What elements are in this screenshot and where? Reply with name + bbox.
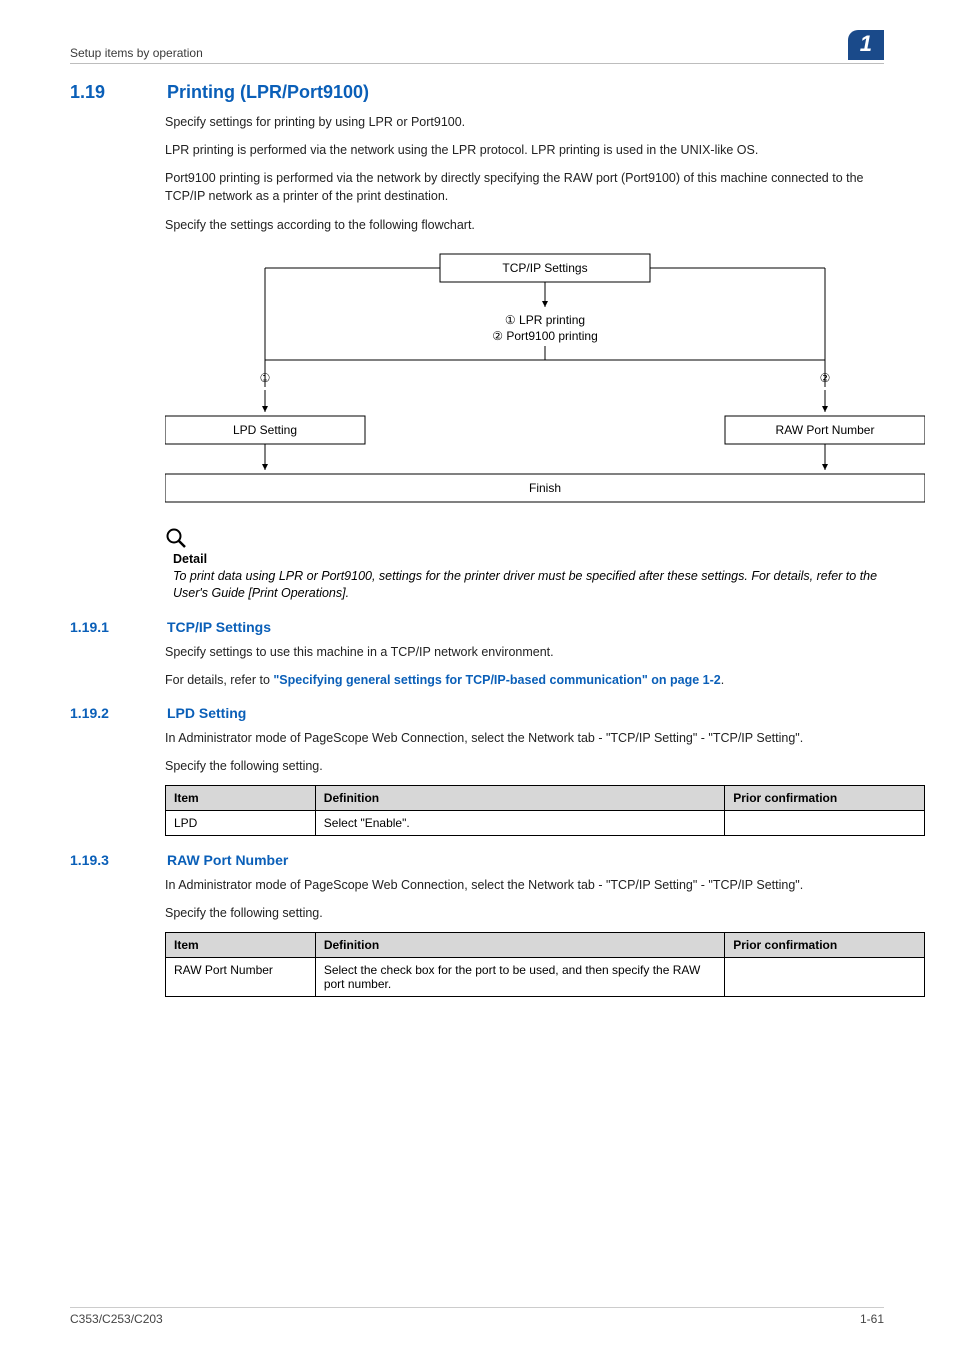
subsection-heading: 1.19.1 TCP/IP Settings xyxy=(70,619,884,635)
section-heading: 1.19 Printing (LPR/Port9100) xyxy=(70,82,884,103)
column-header-item: Item xyxy=(166,933,316,958)
paragraph: Port9100 printing is performed via the n… xyxy=(165,169,884,205)
lpd-setting-table: Item Definition Prior confirmation LPD S… xyxy=(165,785,925,836)
subsection-heading: 1.19.3 RAW Port Number xyxy=(70,852,884,868)
paragraph: Specify settings to use this machine in … xyxy=(165,643,884,661)
subsection-title: RAW Port Number xyxy=(167,852,288,868)
subsection-number: 1.19.2 xyxy=(70,705,145,721)
section-number: 1.19 xyxy=(70,82,145,103)
detail-note: Detail To print data using LPR or Port91… xyxy=(165,527,884,603)
page-footer: C353/C253/C203 1-61 xyxy=(70,1307,884,1326)
column-header-definition: Definition xyxy=(315,933,724,958)
subsection-heading: 1.19.2 LPD Setting xyxy=(70,705,884,721)
magnifier-icon xyxy=(165,527,187,549)
table-row: RAW Port Number Select the check box for… xyxy=(166,958,925,997)
section-body: Specify settings for printing by using L… xyxy=(165,113,884,234)
footer-page-number: 1-61 xyxy=(860,1312,884,1326)
paragraph: Specify the following setting. xyxy=(165,757,884,775)
header-breadcrumb: Setup items by operation xyxy=(70,46,203,60)
flow-top-box: TCP/IP Settings xyxy=(502,261,587,275)
paragraph: In Administrator mode of PageScope Web C… xyxy=(165,729,884,747)
flow-left-box: LPD Setting xyxy=(233,423,297,437)
cell-definition: Select "Enable". xyxy=(315,811,724,836)
paragraph: Specify the following setting. xyxy=(165,904,884,922)
cell-prior xyxy=(725,958,925,997)
subsection-body: Specify settings to use this machine in … xyxy=(165,643,884,689)
table-header-row: Item Definition Prior confirmation xyxy=(166,786,925,811)
flow-right-box: RAW Port Number xyxy=(776,423,875,437)
flow-branch-right-num: ② xyxy=(820,371,831,385)
cell-item: RAW Port Number xyxy=(166,958,316,997)
cell-item: LPD xyxy=(166,811,316,836)
footer-model: C353/C253/C203 xyxy=(70,1312,163,1326)
table-row: LPD Select "Enable". xyxy=(166,811,925,836)
paragraph: In Administrator mode of PageScope Web C… xyxy=(165,876,884,894)
flow-branch-left-num: ① xyxy=(260,371,271,385)
flow-mid-1: ① LPR printing xyxy=(505,313,585,327)
column-header-prior: Prior confirmation xyxy=(725,933,925,958)
subsection-title: TCP/IP Settings xyxy=(167,619,271,635)
subsection-number: 1.19.1 xyxy=(70,619,145,635)
detail-label: Detail xyxy=(173,552,884,566)
text-fragment: For details, refer to xyxy=(165,673,273,687)
column-header-item: Item xyxy=(166,786,316,811)
subsection-body: In Administrator mode of PageScope Web C… xyxy=(165,876,884,922)
paragraph: Specify settings for printing by using L… xyxy=(165,113,884,131)
column-header-prior: Prior confirmation xyxy=(725,786,925,811)
section-title: Printing (LPR/Port9100) xyxy=(167,82,369,103)
chapter-number: 1 xyxy=(848,30,884,60)
subsection-title: LPD Setting xyxy=(167,705,246,721)
flowchart: TCP/IP Settings ① LPR printing ② Port910… xyxy=(165,252,884,515)
detail-text: To print data using LPR or Port9100, set… xyxy=(173,568,884,603)
subsection-number: 1.19.3 xyxy=(70,852,145,868)
paragraph: LPR printing is performed via the networ… xyxy=(165,141,884,159)
paragraph: Specify the settings according to the fo… xyxy=(165,216,884,234)
cell-definition: Select the check box for the port to be … xyxy=(315,958,724,997)
text-fragment: . xyxy=(721,673,724,687)
subsection-body: In Administrator mode of PageScope Web C… xyxy=(165,729,884,775)
paragraph: For details, refer to "Specifying genera… xyxy=(165,671,884,689)
column-header-definition: Definition xyxy=(315,786,724,811)
table-header-row: Item Definition Prior confirmation xyxy=(166,933,925,958)
flow-mid-2: ② Port9100 printing xyxy=(492,329,598,343)
cell-prior xyxy=(725,811,925,836)
page-header: Setup items by operation 1 xyxy=(70,30,884,64)
raw-port-table: Item Definition Prior confirmation RAW P… xyxy=(165,932,925,997)
cross-reference-link[interactable]: "Specifying general settings for TCP/IP-… xyxy=(273,673,720,687)
flow-finish-box: Finish xyxy=(529,481,561,495)
